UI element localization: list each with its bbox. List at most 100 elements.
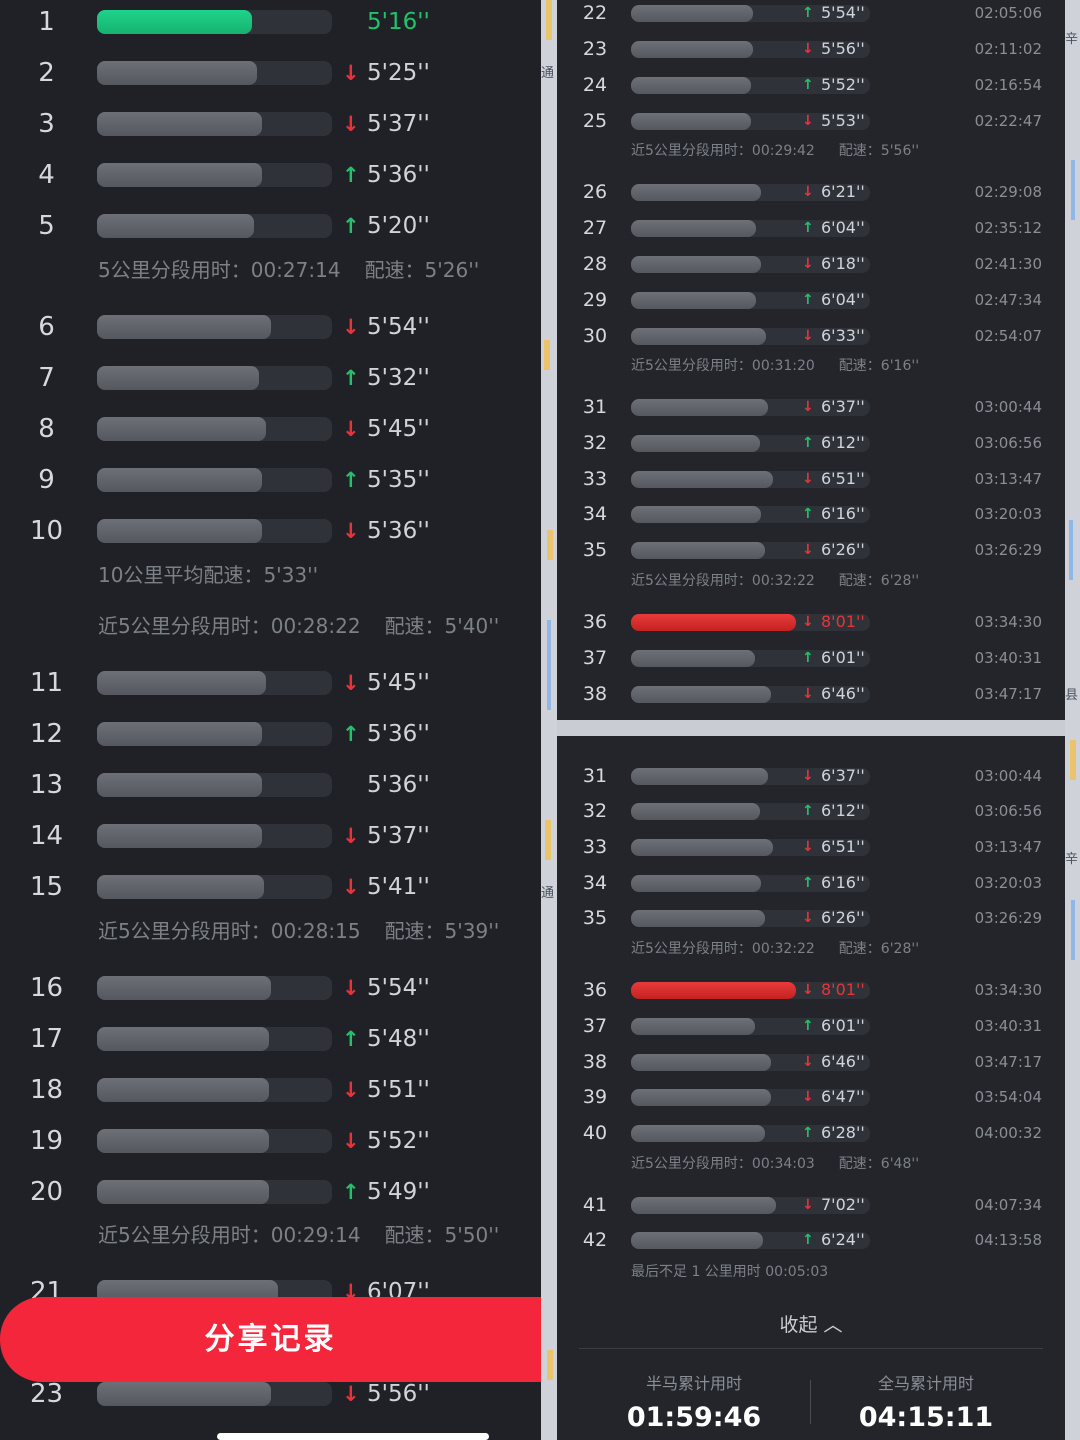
split-row: 34 ↑ 6'16'' 03:20:03 xyxy=(557,868,1065,898)
pace-value: 5'52'' xyxy=(821,75,865,94)
totals-separator xyxy=(810,1380,811,1424)
pace-value: 5'45'' xyxy=(367,416,430,442)
pace-bar-fill xyxy=(97,1078,269,1102)
cumulative-time: 02:41:30 xyxy=(974,255,1042,273)
split-row: 38 ↓ 6'46'' 03:47:17 xyxy=(557,679,1065,709)
pace-bar-fill xyxy=(97,1129,269,1153)
map-gap xyxy=(557,720,1065,736)
arrow-up-icon: ↑ xyxy=(802,292,814,308)
pace-bar xyxy=(631,1124,870,1142)
pace-value: 8'01'' xyxy=(821,612,865,631)
split-row: 7 ↑ 5'32'' xyxy=(0,358,541,398)
km-number: 23 xyxy=(582,38,608,60)
km-number: 34 xyxy=(582,503,608,525)
pace-bar xyxy=(631,802,870,820)
pace-value: 5'52'' xyxy=(367,1128,430,1154)
km-number: 15 xyxy=(29,872,64,902)
pace-value: 5'36'' xyxy=(367,772,430,798)
segment-summary-label: 近5公里分段用时：00:31:20 xyxy=(631,358,815,375)
pace-bar-fill xyxy=(97,10,252,34)
split-row: 20 ↑ 5'49'' xyxy=(0,1172,541,1212)
share-record-button[interactable]: 分享记录 xyxy=(0,1297,541,1382)
pace-bar-fill xyxy=(97,875,264,899)
km-number: 34 xyxy=(582,872,608,894)
pace-value: 5'32'' xyxy=(367,365,430,391)
split-row: 3 ↓ 5'37'' xyxy=(0,104,541,144)
arrow-up-icon: ↑ xyxy=(802,506,814,522)
segment-summary-label: 近5公里分段用时：00:32:22 xyxy=(631,573,815,590)
pace-bar xyxy=(631,1231,870,1249)
km-number: 13 xyxy=(29,770,64,800)
pace-value: 5'36'' xyxy=(367,162,430,188)
pace-bar-fill xyxy=(631,398,768,416)
arrow-down-icon: ↓ xyxy=(802,542,814,558)
split-row: 37 ↑ 6'01'' 03:40:31 xyxy=(557,643,1065,673)
cumulative-time: 02:05:06 xyxy=(974,4,1042,22)
splits-panel-left: 1 5'16'' 2 ↓ 5'25'' 3 ↓ 5'37'' 4 ↑ 5'36'' 5 ↑ 5'20'' 6… xyxy=(0,7,541,1409)
arrow-down-icon: ↓ xyxy=(802,399,814,415)
km-number: 33 xyxy=(582,468,608,490)
pace-bar xyxy=(631,40,870,58)
full-marathon-label: 全马累计用时 xyxy=(877,1374,974,1393)
pace-value: 5'49'' xyxy=(367,1179,430,1205)
km-number: 22 xyxy=(582,2,608,24)
km-number: 6 xyxy=(38,312,55,342)
split-row: 19 ↓ 5'52'' xyxy=(0,1121,541,1161)
split-row: 14 ↓ 5'37'' xyxy=(0,816,541,856)
km-number: 11 xyxy=(29,668,64,698)
pace-bar xyxy=(631,112,870,130)
arrow-down-icon: ↓ xyxy=(342,417,360,441)
pace-bar-fill xyxy=(631,291,756,309)
pace-value: 6'37'' xyxy=(821,766,865,785)
pace-bar-fill xyxy=(631,1124,765,1142)
pace-bar xyxy=(97,315,332,339)
pace-value: 6'26'' xyxy=(821,908,865,927)
km-number: 9 xyxy=(38,465,55,495)
cumulative-time: 03:00:44 xyxy=(974,767,1042,785)
segment-summary-pace: 配速：6'48'' xyxy=(838,1156,920,1173)
pace-bar xyxy=(97,417,332,441)
pace-bar-fill xyxy=(97,671,266,695)
pace-bar-fill xyxy=(97,112,262,136)
split-row: 35 ↓ 6'26'' 03:26:29 xyxy=(557,535,1065,565)
collapse-button[interactable]: 收起 ︿ xyxy=(779,1314,843,1336)
segment-summary: 近5公里分段用时：00:29:42 配速：5'56'' xyxy=(631,140,919,160)
pace-bar xyxy=(97,722,332,746)
segment-summary-label: 近5公里分段用时：00:28:22 xyxy=(98,614,361,638)
km-number: 28 xyxy=(582,253,608,275)
split-row: 22 ↑ 5'54'' 02:05:06 xyxy=(557,0,1065,28)
split-row: 36 ↓ 8'01'' 03:34:30 xyxy=(557,975,1065,1005)
km-number: 38 xyxy=(582,1051,608,1073)
split-row: 2 ↓ 5'25'' xyxy=(0,53,541,93)
km-number: 41 xyxy=(582,1194,608,1216)
arrow-up-icon: ↑ xyxy=(342,214,360,238)
pace-bar xyxy=(631,613,870,631)
km-number: 4 xyxy=(38,160,55,190)
pace-bar-fill xyxy=(631,767,768,785)
segment-summary-label: 最后不足 1 公里用时 00:05:03 xyxy=(631,1264,829,1281)
pace-value: 5'51'' xyxy=(367,1077,430,1103)
home-indicator xyxy=(217,1433,489,1440)
arrow-down-icon: ↓ xyxy=(802,910,814,926)
pace-bar-fill xyxy=(631,505,761,523)
segment-summary-pace: 配速：5'39'' xyxy=(384,919,500,943)
pace-value: 5'20'' xyxy=(367,213,430,239)
arrow-up-icon: ↑ xyxy=(802,1018,814,1034)
arrow-up-icon: ↑ xyxy=(802,803,814,819)
km-number: 35 xyxy=(582,539,608,561)
pace-value: 6'21'' xyxy=(821,182,865,201)
pace-bar-fill xyxy=(97,417,266,441)
segment-summary: 近5公里分段用时：00:28:22 配速：5'40'' xyxy=(98,610,499,639)
arrow-down-icon: ↓ xyxy=(342,976,360,1000)
arrow-up-icon: ↑ xyxy=(802,650,814,666)
pace-bar xyxy=(631,505,870,523)
pace-bar-fill xyxy=(631,802,760,820)
split-row: 15 ↓ 5'41'' xyxy=(0,867,541,907)
cumulative-time: 03:54:04 xyxy=(974,1088,1042,1106)
split-row: 33 ↓ 6'51'' 03:13:47 xyxy=(557,832,1065,862)
km-number: 5 xyxy=(38,211,55,241)
split-row: 34 ↑ 6'16'' 03:20:03 xyxy=(557,499,1065,529)
arrow-down-icon: ↓ xyxy=(342,824,360,848)
segment-summary-pace: 配速：5'56'' xyxy=(838,143,920,160)
pace-value: 6'37'' xyxy=(821,397,865,416)
